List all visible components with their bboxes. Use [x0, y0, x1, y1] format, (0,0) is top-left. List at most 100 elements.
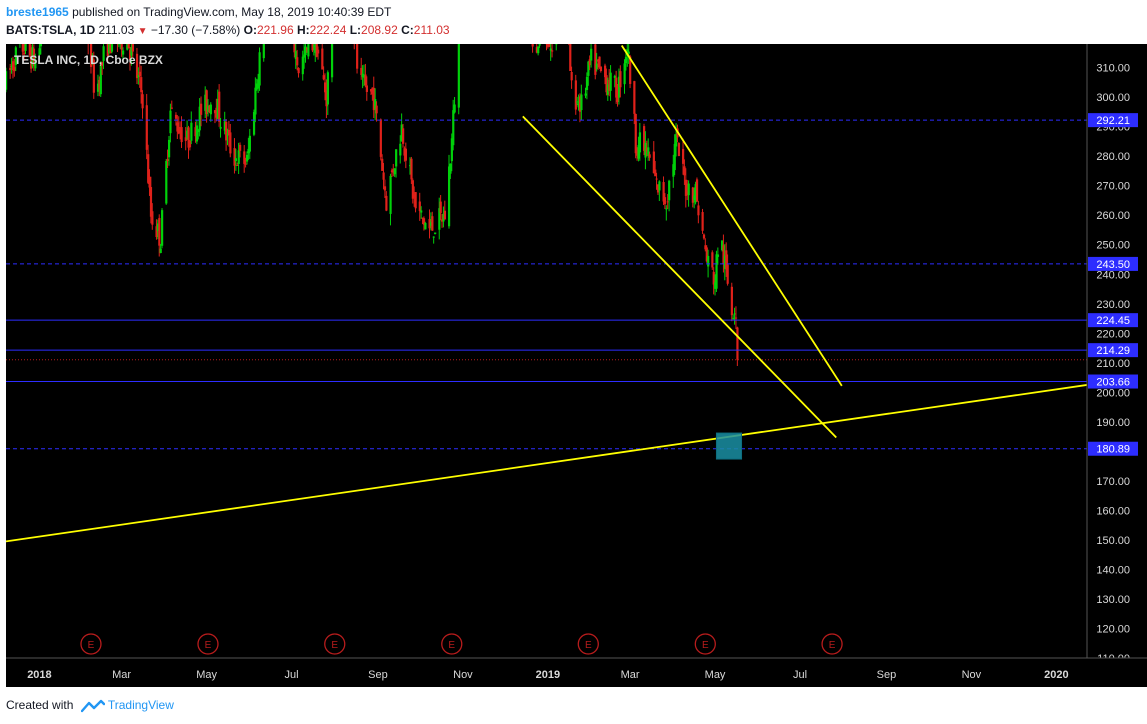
- candle-body: [411, 180, 414, 199]
- candle-body: [702, 234, 706, 239]
- candle-body: [606, 84, 609, 95]
- candle-body: [145, 105, 148, 150]
- candle-body: [321, 48, 324, 70]
- candle-body: [691, 187, 694, 203]
- candle-body: [428, 218, 431, 229]
- chart-header: breste1965 published on TradingView.com,…: [0, 0, 1147, 44]
- drawings-layer: [6, 44, 1087, 543]
- candle-body: [587, 61, 590, 76]
- candle-body: [644, 142, 647, 158]
- candle-body: [613, 75, 616, 78]
- candle-body: [599, 66, 603, 72]
- candle-body: [733, 313, 736, 315]
- candle-body: [548, 44, 551, 47]
- candle-body: [13, 67, 16, 72]
- candle-body: [147, 154, 150, 183]
- x-tick-label: Sep: [368, 669, 388, 681]
- y-tick-label: 150.00: [1096, 535, 1130, 547]
- author-link[interactable]: breste1965: [6, 5, 69, 19]
- candle-body: [590, 48, 593, 61]
- candle-body: [155, 226, 158, 238]
- candle-body: [580, 94, 583, 111]
- y-tick-label: 140.00: [1096, 564, 1130, 576]
- target-zone-box[interactable]: [715, 432, 743, 460]
- candle-body: [408, 165, 412, 167]
- candle-body: [383, 186, 387, 191]
- candle-body: [393, 168, 396, 175]
- y-tick-label: 240.00: [1096, 269, 1130, 281]
- candle-body: [721, 240, 724, 251]
- candle-body: [294, 51, 297, 60]
- candle-body: [385, 195, 388, 211]
- last-price-value: 211.03: [98, 23, 135, 37]
- y-tick-label: 290.00: [1096, 122, 1130, 134]
- trendline[interactable]: [522, 115, 837, 439]
- y-tick-label: 280.00: [1096, 151, 1130, 163]
- level-price-tag: [1088, 113, 1138, 128]
- earnings-marker[interactable]: [577, 633, 599, 655]
- x-tick-label: 2018: [27, 669, 51, 681]
- candle-body: [209, 104, 212, 115]
- open-value: 221.96: [256, 23, 294, 37]
- candle-body: [395, 149, 398, 167]
- candle-body: [413, 194, 416, 198]
- candle-body: [159, 248, 162, 254]
- candle-body: [311, 44, 314, 51]
- candle-body: [365, 85, 368, 92]
- candle-body: [32, 48, 36, 66]
- tradingview-brand-link[interactable]: TradingView: [107, 698, 174, 712]
- candle-body: [226, 134, 229, 136]
- trendline[interactable]: [620, 44, 843, 387]
- candle-body: [127, 44, 130, 49]
- x-tick-label: May: [196, 669, 217, 681]
- candle-body: [262, 44, 265, 59]
- candle-body: [252, 112, 256, 135]
- candle-body: [392, 169, 395, 173]
- candle-body: [638, 132, 642, 153]
- candle-body: [135, 53, 139, 79]
- candle-body: [244, 163, 247, 165]
- candle-body: [197, 129, 200, 133]
- candle-body: [198, 106, 201, 131]
- change-value: −17.30 (−7.58%): [150, 23, 241, 37]
- y-tick-label: 160.00: [1096, 505, 1130, 517]
- candle-body: [213, 110, 217, 114]
- candle-body: [190, 122, 193, 141]
- candle-body: [619, 71, 622, 88]
- candle-body: [390, 170, 394, 173]
- earnings-marker[interactable]: [694, 633, 716, 655]
- earnings-marker[interactable]: [80, 633, 102, 655]
- created-with-text: Created with: [6, 698, 74, 712]
- earnings-marker[interactable]: [441, 633, 463, 655]
- time-axis[interactable]: [6, 658, 1147, 687]
- earnings-marker[interactable]: [324, 633, 346, 655]
- earnings-marker[interactable]: [197, 633, 219, 655]
- candle-body: [609, 72, 612, 91]
- earnings-marker[interactable]: [821, 633, 843, 655]
- low-value: 208.92: [361, 23, 398, 37]
- candle-body: [449, 163, 452, 174]
- x-tick-label: Mar: [112, 669, 131, 681]
- trendline[interactable]: [6, 384, 1087, 543]
- candle-body: [576, 101, 579, 103]
- candle-body: [34, 60, 37, 69]
- candle-body: [716, 254, 720, 257]
- y-tick-label: 210.00: [1096, 358, 1130, 370]
- earnings-marker-label: E: [585, 640, 592, 651]
- candle-body: [194, 127, 197, 137]
- candle-body: [687, 183, 690, 196]
- earnings-marker-label: E: [702, 640, 709, 651]
- candle-body: [248, 135, 251, 152]
- candle-body: [723, 255, 727, 269]
- candle-body: [432, 236, 435, 238]
- candle-body: [23, 52, 26, 55]
- ohlc-line: BATS:TSLA, 1D 211.03 ▼ −17.30 (−7.58%) O…: [6, 23, 450, 37]
- candle-body: [414, 192, 417, 209]
- y-tick-label: 260.00: [1096, 210, 1130, 222]
- plot-area[interactable]: [6, 44, 1087, 658]
- candle-body: [99, 64, 102, 95]
- candle-body: [399, 143, 402, 156]
- open-label: O:: [243, 23, 257, 37]
- x-tick-label: Nov: [453, 669, 473, 681]
